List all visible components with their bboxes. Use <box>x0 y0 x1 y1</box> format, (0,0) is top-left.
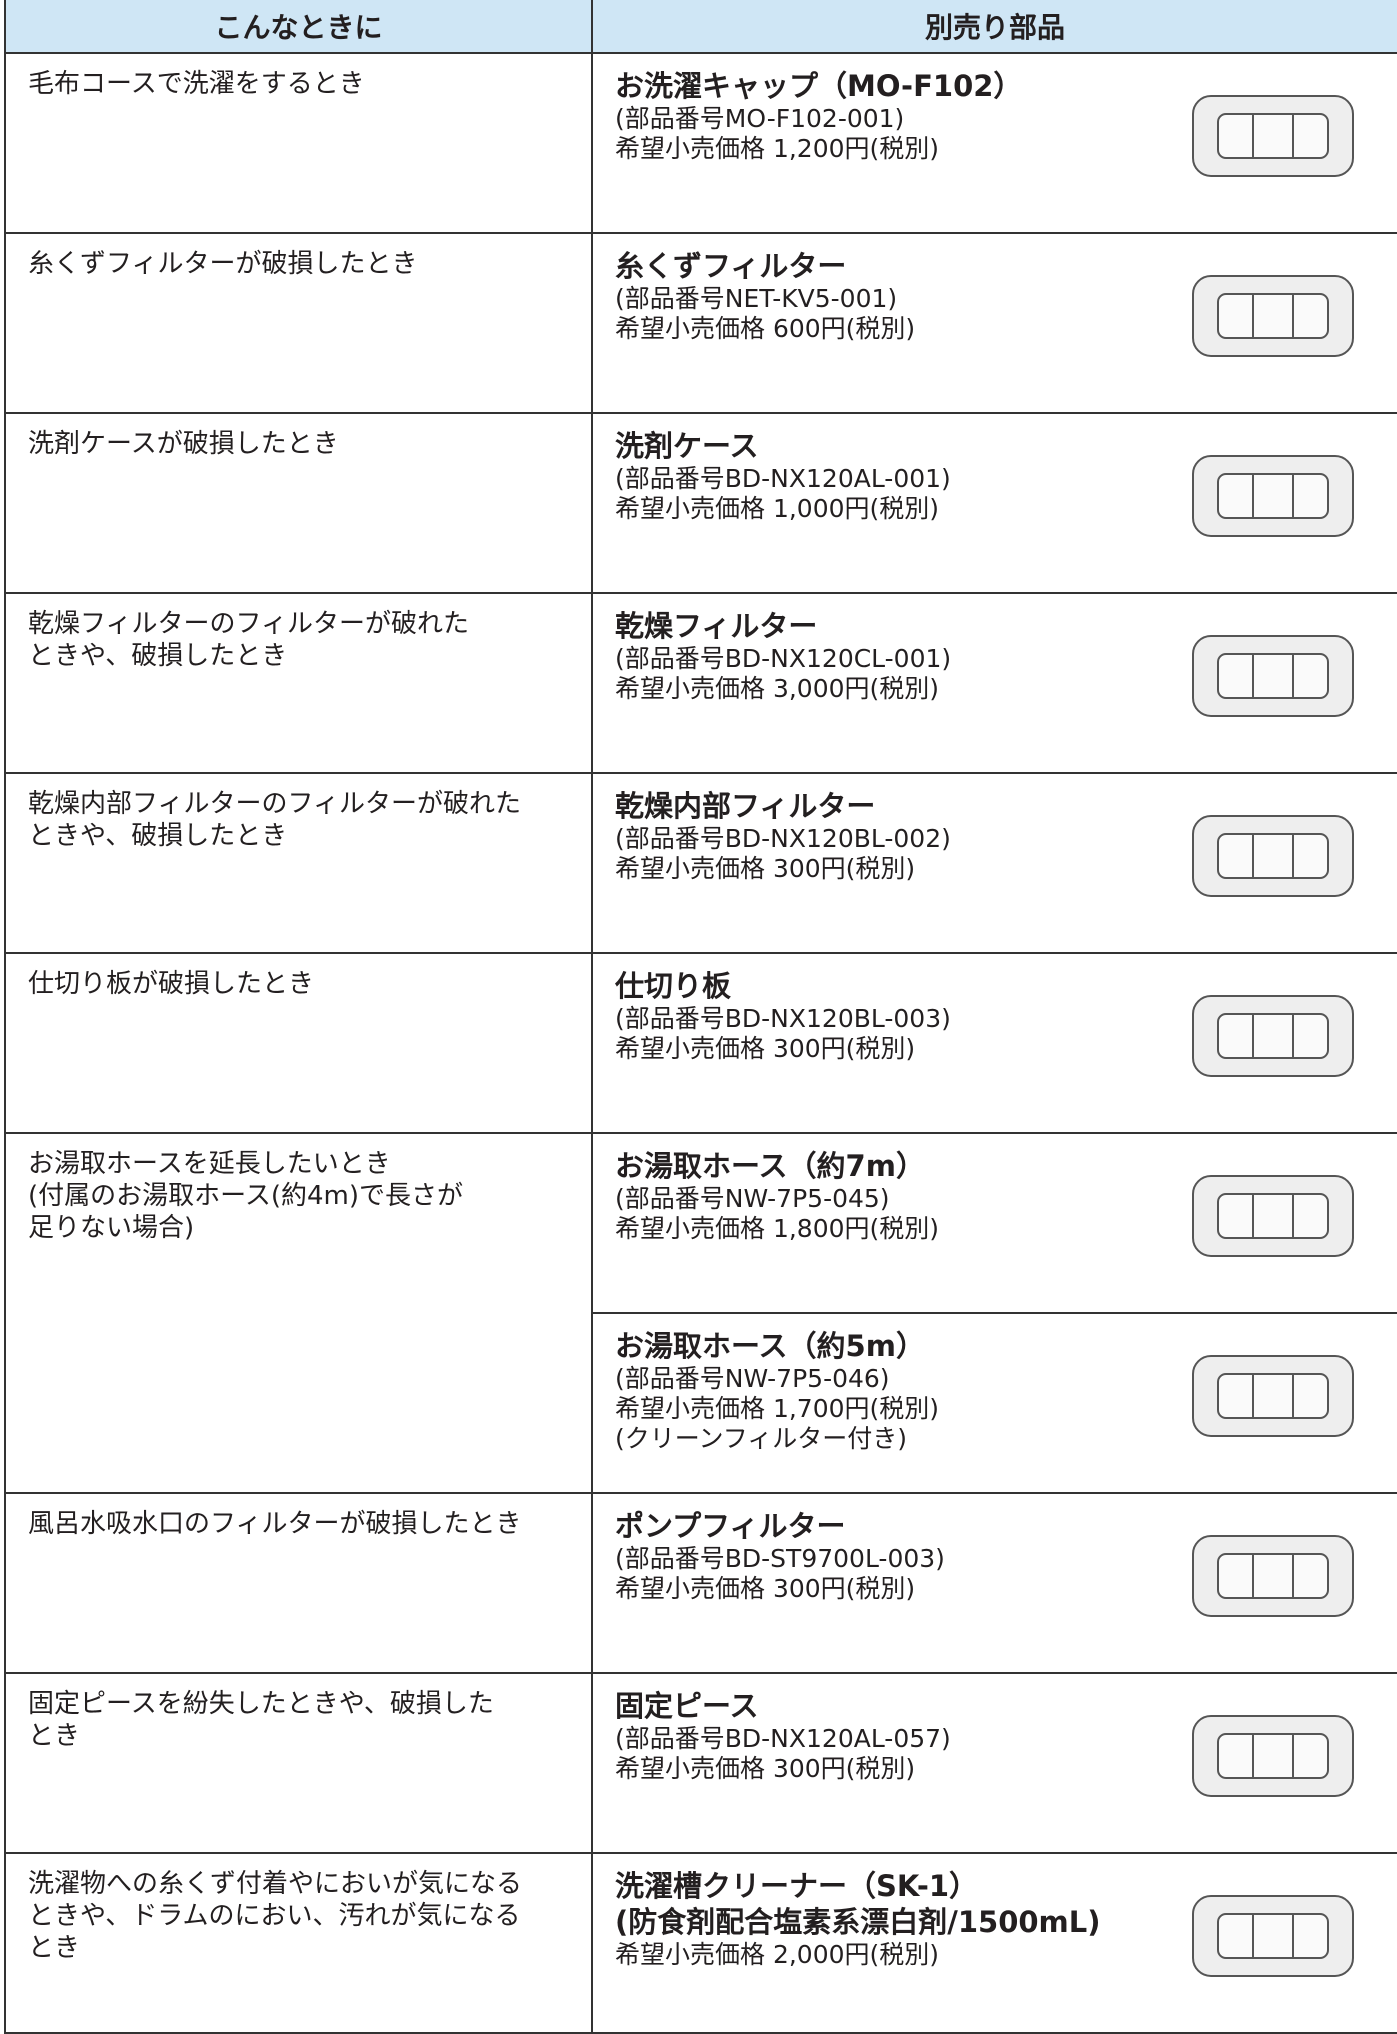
situation-text: ときや、ドラムのにおい、汚れが気になる <box>28 1901 521 1931</box>
part-detail: 希望小売価格 1,000円(税別) <box>615 494 940 523</box>
part-name: お洗濯キャップ（MO-F102） <box>615 69 1023 103</box>
table-row: 洗剤ケースが破損したとき 洗剤ケース (部品番号BD-NX120AL-001) 希望小… <box>4 412 1397 594</box>
situation-text: 毛布コースで洗濯をするとき <box>28 69 365 99</box>
situation-text: 乾燥内部フィルターのフィルターが破れた <box>28 789 521 819</box>
part-name: お湯取ホース（約5m） <box>615 1329 925 1363</box>
part-illustration <box>1192 1535 1354 1617</box>
part-illustration <box>1192 1355 1354 1437</box>
situation-text: とき <box>28 1721 81 1751</box>
table-row: 乾燥フィルターのフィルターが破れた ときや、破損したとき 乾燥フィルター (部品番号B… <box>4 592 1397 774</box>
part-detail: 希望小売価格 300円(税別) <box>615 854 916 883</box>
part-illustration <box>1192 995 1354 1077</box>
situation-text: お湯取ホースを延長したいとき <box>28 1149 391 1179</box>
situation-text: 固定ピースを紛失したときや、破損した <box>28 1689 494 1719</box>
situation-text: 洗剤ケースが破損したとき <box>28 429 339 459</box>
situation-cell: お湯取ホースを延長したいとき (付属のお湯取ホース(約4m)で長さが 足りない場合) <box>4 1132 593 1494</box>
parts-table: こんなときに 別売り部品 毛布コースで洗濯をするとき お洗濯キャップ（MO-F10… <box>4 0 1397 2034</box>
part-name: 洗剤ケース <box>615 429 759 463</box>
part-detail: 希望小売価格 600円(税別) <box>615 314 916 343</box>
part-name: 乾燥フィルター <box>615 609 818 643</box>
table-row: 固定ピースを紛失したときや、破損した とき 固定ピース (部品番号BD-NX120AL… <box>4 1672 1397 1854</box>
situation-text: とき <box>28 1933 81 1963</box>
part-name: 固定ピース <box>615 1689 759 1723</box>
situation-cell: 洗濯物への糸くず付着やにおいが気になる ときや、ドラムのにおい、汚れが気になる とき <box>4 1852 593 2034</box>
situation-cell: 乾燥内部フィルターのフィルターが破れた ときや、破損したとき <box>4 772 593 954</box>
part-cell: ポンプフィルター (部品番号BD-ST9700L-003) 希望小売価格 300円(… <box>591 1492 1397 1674</box>
part-detail: 希望小売価格 300円(税別) <box>615 1574 916 1603</box>
part-illustration <box>1192 275 1354 357</box>
part-detail: (部品番号NET-KV5-001) <box>615 284 898 313</box>
part-illustration <box>1192 1895 1354 1977</box>
header-row: こんなときに 別売り部品 <box>4 0 1397 54</box>
part-illustration <box>1192 1715 1354 1797</box>
part-illustration <box>1192 635 1354 717</box>
part-cell: 固定ピース (部品番号BD-NX120AL-057) 希望小売価格 300円(税別) <box>591 1672 1397 1854</box>
part-detail: (部品番号BD-ST9700L-003) <box>615 1544 945 1573</box>
part-detail: (部品番号BD-NX120AL-001) <box>615 464 951 493</box>
situation-cell: 洗剤ケースが破損したとき <box>4 412 593 594</box>
part-illustration <box>1192 95 1354 177</box>
part-detail: (部品番号NW-7P5-045) <box>615 1184 890 1213</box>
part-detail: 希望小売価格 1,700円(税別) <box>615 1394 940 1423</box>
situation-text: 足りない場合) <box>28 1213 195 1243</box>
part-detail: (部品番号BD-NX120AL-057) <box>615 1724 951 1753</box>
table-row: 糸くずフィルターが破損したとき 糸くずフィルター (部品番号NET-KV5-001)… <box>4 232 1397 414</box>
table-body: 毛布コースで洗濯をするとき お洗濯キャップ（MO-F102） (部品番号MO-F10… <box>4 52 1397 2034</box>
situation-text: ときや、破損したとき <box>28 641 288 671</box>
header-cell: こんなときに <box>4 0 593 54</box>
situation-text: 仕切り板が破損したとき <box>28 969 315 999</box>
part-cell: お洗濯キャップ（MO-F102） (部品番号MO-F102-001) 希望小売価格 … <box>591 52 1397 234</box>
table-row: お湯取ホースを延長したいとき (付属のお湯取ホース(約4m)で長さが 足りない場合)… <box>4 1132 1397 1494</box>
part-detail: 希望小売価格 1,800円(税別) <box>615 1214 940 1243</box>
part-detail: (部品番号MO-F102-001) <box>615 104 905 133</box>
situation-text: 乾燥フィルターのフィルターが破れた <box>28 609 469 639</box>
situation-text: 洗濯物への糸くず付着やにおいが気になる <box>28 1869 523 1899</box>
part-detail: 希望小売価格 300円(税別) <box>615 1754 916 1783</box>
part-detail: (部品番号BD-NX120BL-002) <box>615 824 951 853</box>
part-cell: お湯取ホース（約7m） (部品番号NW-7P5-045) 希望小売価格 1,800円… <box>591 1132 1397 1314</box>
part-cell: 乾燥フィルター (部品番号BD-NX120CL-001) 希望小売価格 3,000円… <box>591 592 1397 774</box>
part-cell: 乾燥内部フィルター (部品番号BD-NX120BL-002) 希望小売価格 300円… <box>591 772 1397 954</box>
part-detail: 希望小売価格 1,200円(税別) <box>615 134 940 163</box>
part-detail: (部品番号BD-NX120CL-001) <box>615 644 952 673</box>
part-cell: お湯取ホース（約5m） (部品番号NW-7P5-046) 希望小売価格 1,700円… <box>591 1312 1397 1494</box>
situation-text: ときや、破損したとき <box>28 821 288 851</box>
table-row: 仕切り板が破損したとき 仕切り板 (部品番号BD-NX120BL-003) 希望小売価… <box>4 952 1397 1134</box>
table-row: 乾燥内部フィルターのフィルターが破れた ときや、破損したとき 乾燥内部フィルター (部… <box>4 772 1397 954</box>
header-cell: 別売り部品 <box>591 0 1397 54</box>
situation-text: (付属のお湯取ホース(約4m)で長さが <box>28 1181 464 1211</box>
situation-cell: 糸くずフィルターが破損したとき <box>4 232 593 414</box>
part-name: お湯取ホース（約7m） <box>615 1149 925 1183</box>
part-detail: 希望小売価格 300円(税別) <box>615 1034 916 1063</box>
part-name: ポンプフィルター <box>615 1509 846 1543</box>
part-name: 糸くずフィルター <box>615 249 847 283</box>
situation-cell: 毛布コースで洗濯をするとき <box>4 52 593 234</box>
part-detail: 希望小売価格 3,000円(税別) <box>615 674 940 703</box>
part-illustration <box>1192 455 1354 537</box>
part-cell: 仕切り板 (部品番号BD-NX120BL-003) 希望小売価格 300円(税別) <box>591 952 1397 1134</box>
situation-cell: 固定ピースを紛失したときや、破損した とき <box>4 1672 593 1854</box>
part-cell: 洗剤ケース (部品番号BD-NX120AL-001) 希望小売価格 1,000円(税… <box>591 412 1397 594</box>
situation-cell: 仕切り板が破損したとき <box>4 952 593 1134</box>
part-detail: (部品番号NW-7P5-046) <box>615 1364 890 1393</box>
part-cell: 洗濯槽クリーナー（SK-1） (防食剤配合塩素系漂白剤/1500mL) 希望小売価格… <box>591 1852 1397 2034</box>
situation-cell: 乾燥フィルターのフィルターが破れた ときや、破損したとき <box>4 592 593 774</box>
part-illustration <box>1192 815 1354 897</box>
part-name: 乾燥内部フィルター <box>615 789 876 823</box>
part-detail: (クリーンフィルター付き) <box>615 1424 908 1453</box>
part-name: 仕切り板 <box>615 969 732 1003</box>
table-row: お湯取ホース（約5m） (部品番号NW-7P5-046) 希望小売価格 1,700円… <box>5 1312 1397 1494</box>
situation-cell: 風呂水吸水口のフィルターが破損したとき <box>4 1492 593 1674</box>
part-cell: 糸くずフィルター (部品番号NET-KV5-001) 希望小売価格 600円(税別) <box>591 232 1397 414</box>
page: こんなときに 別売り部品 毛布コースで洗濯をするとき お洗濯キャップ（MO-F10… <box>4 0 1397 2034</box>
table-row: 洗濯物への糸くず付着やにおいが気になる ときや、ドラムのにおい、汚れが気になる とき… <box>4 1852 1397 2034</box>
part-detail: (部品番号BD-NX120BL-003) <box>615 1004 951 1033</box>
table-row: 風呂水吸水口のフィルターが破損したとき ポンプフィルター (部品番号BD-ST970… <box>4 1492 1397 1674</box>
situation-text: 風呂水吸水口のフィルターが破損したとき <box>28 1509 522 1539</box>
table-row: 毛布コースで洗濯をするとき お洗濯キャップ（MO-F102） (部品番号MO-F10… <box>4 52 1397 234</box>
part-illustration <box>1192 1175 1354 1257</box>
situation-text: 糸くずフィルターが破損したとき <box>28 249 418 279</box>
